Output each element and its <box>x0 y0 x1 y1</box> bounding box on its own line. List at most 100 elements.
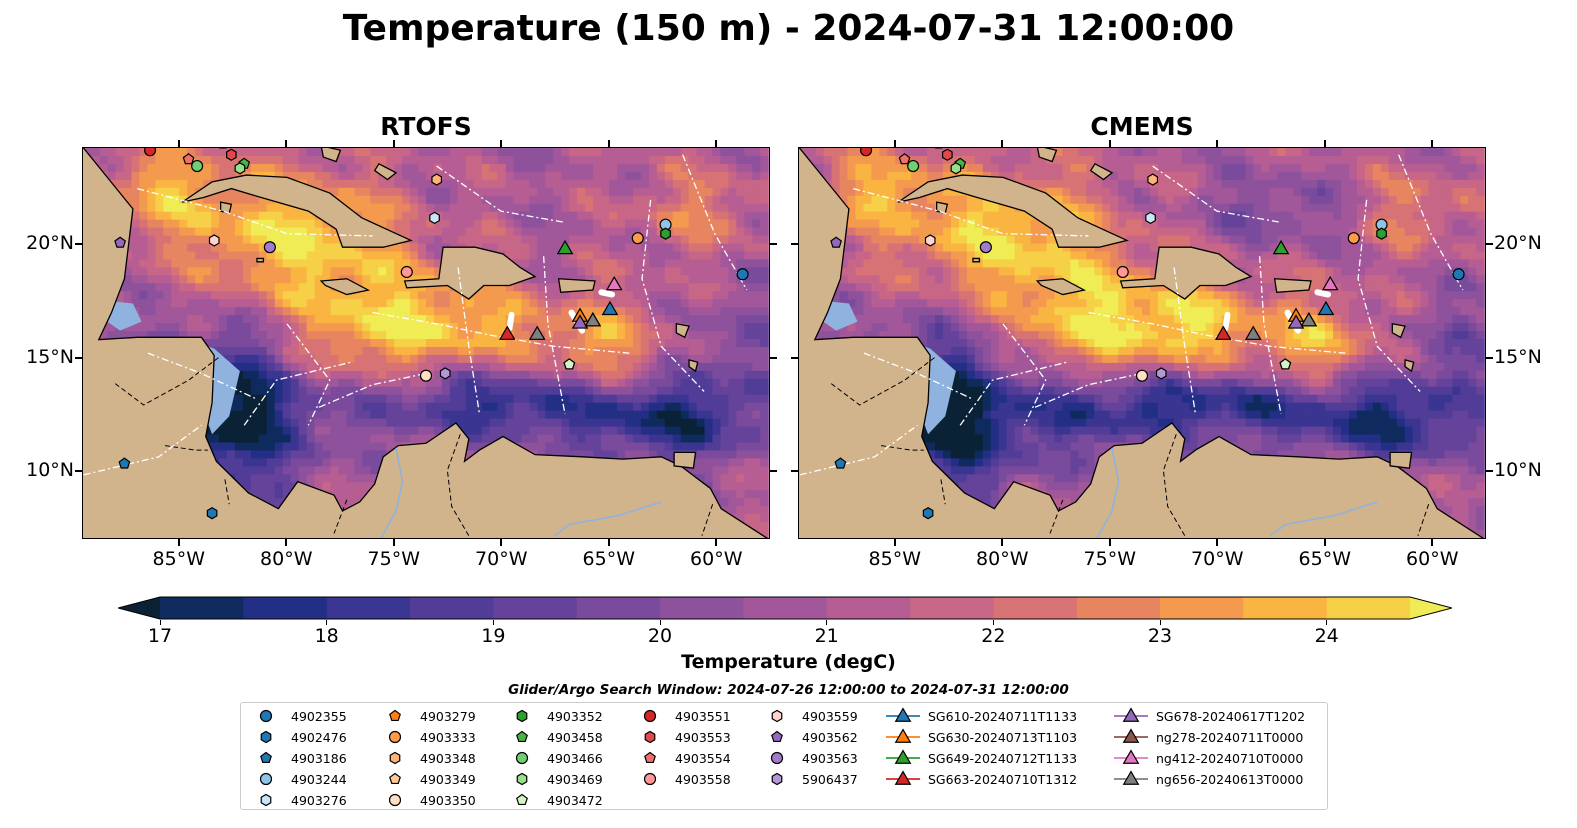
eez-boundary-11 <box>682 154 748 291</box>
legend-marker <box>516 772 528 786</box>
legend-marker <box>770 751 784 765</box>
legend-item: 4903553 <box>631 727 731 747</box>
land-trinidad <box>1389 451 1413 469</box>
eez-boundary-3 <box>457 267 481 415</box>
colorbar-tick-mark <box>1326 620 1328 625</box>
x-tick-mark <box>392 539 395 546</box>
legend-item: 4903350 <box>376 790 476 810</box>
colorbar-bin <box>1326 597 1411 619</box>
legend-item: 4903186 <box>247 748 347 768</box>
marker-4903469 <box>234 162 246 175</box>
map-rtofs[interactable] <box>82 147 770 539</box>
map-cmems[interactable] <box>798 147 1486 539</box>
legend-label: 4903276 <box>291 792 347 808</box>
marker-4902355 <box>1452 268 1465 281</box>
marker-4903562 <box>830 236 843 248</box>
legend-item: ng278-20240711T0000 <box>1112 727 1303 747</box>
legend-marker <box>259 709 273 723</box>
x-tick-label: 85°W <box>152 548 205 570</box>
marker-4903559 <box>208 234 220 247</box>
y-tick-mark <box>75 470 82 473</box>
x-tick-mark <box>500 539 503 546</box>
legend-label: 4903350 <box>420 792 476 808</box>
legend-item: SG678-20240617T1202 <box>1112 706 1305 726</box>
legend-label: 4903558 <box>675 771 731 787</box>
land-bahamas-2 <box>373 162 398 181</box>
x-tick-mark-top <box>500 140 503 147</box>
marker-SG663-20240710T1312 <box>498 325 516 340</box>
legend-item: 4903333 <box>376 727 476 747</box>
land-martinique <box>688 359 699 373</box>
x-tick-mark <box>1216 539 1219 546</box>
y-tick-label-left: 15°N <box>26 345 74 368</box>
x-tick-mark-top <box>607 140 610 147</box>
colorbar-bin <box>160 597 244 619</box>
legend-triangle-icon <box>894 728 912 743</box>
legend-hexagon-icon <box>644 730 656 744</box>
colorbar-tick-mark <box>159 620 161 625</box>
legend-marker <box>886 707 920 722</box>
border-2 <box>224 479 230 505</box>
border-3 <box>1049 499 1064 534</box>
y-tick-mark <box>791 470 798 473</box>
marker-ng656-20240613T0000 <box>528 325 546 340</box>
colorbar <box>116 596 1454 620</box>
x-tick-mark <box>893 539 896 546</box>
shelf-water-0 <box>906 339 956 435</box>
legend-item: 4903276 <box>247 790 347 810</box>
colorbar-tick-mark <box>326 620 328 625</box>
legend-item: 4902476 <box>247 727 347 747</box>
marker-4903276 <box>1145 211 1156 225</box>
marker-4903563 <box>979 241 992 254</box>
x-tick-label: 60°W <box>690 548 743 570</box>
legend-circle-icon <box>770 751 784 765</box>
land-central-america <box>799 148 1484 538</box>
legend-marker <box>886 770 920 785</box>
x-tick-label: 80°W <box>976 548 1029 570</box>
legend-circle-icon <box>643 709 657 723</box>
map-canvas <box>83 148 769 538</box>
marker-4903553 <box>226 148 237 161</box>
legend-pentagon-icon <box>260 751 272 764</box>
legend-item: 4903244 <box>247 769 347 789</box>
marker-4903348 <box>431 173 443 186</box>
land-cayman <box>972 257 981 263</box>
marker-ng656-20240613T0000 <box>584 311 602 327</box>
legend-label: SG610-20240711T1133 <box>928 708 1078 724</box>
legend-item: 4903466 <box>503 748 603 768</box>
legend-label: 4902476 <box>291 729 347 745</box>
y-tick-label-right: 20°N <box>1494 232 1542 255</box>
colorbar-tick-label: 17 <box>147 625 173 647</box>
legend-item: 4903458 <box>503 727 603 747</box>
legend-item: ng656-20240613T0000 <box>1112 769 1303 789</box>
colorbar-label: Temperature (degC) <box>681 651 896 673</box>
border-1 <box>164 445 208 451</box>
eez-boundary-2 <box>286 323 331 426</box>
y-tick-label-left: 20°N <box>26 232 74 255</box>
eez-boundary-5 <box>1357 199 1421 392</box>
legend-marker <box>516 730 528 743</box>
y-tick-label-right: 10°N <box>1494 459 1542 482</box>
eez-boundary-8 <box>799 424 918 476</box>
y-tick-mark-right <box>770 243 777 246</box>
legend-triangle-icon <box>1122 728 1140 743</box>
legend-triangle-icon <box>1122 749 1140 764</box>
marker-4903469 <box>950 162 962 175</box>
river-orinoco <box>1269 501 1378 537</box>
land-guadeloupe <box>1391 323 1406 339</box>
legend-item: 4903472 <box>503 790 603 810</box>
border-4 <box>446 434 470 536</box>
marker-4903472 <box>563 358 576 370</box>
marker-5906437 <box>439 367 451 380</box>
x-tick-mark-top <box>1108 140 1111 147</box>
marker-ng412-20240710T0000 <box>605 275 623 291</box>
legend-label: 4903352 <box>547 708 603 724</box>
legend-marker <box>771 709 783 723</box>
x-tick-mark <box>177 539 180 546</box>
legend-item: 4903352 <box>503 706 603 726</box>
colorbar-bin <box>743 597 828 619</box>
marker-4903333 <box>631 232 644 245</box>
eez-boundary-10 <box>318 372 427 408</box>
legend-marker <box>388 730 402 744</box>
colorbar-bin <box>1076 597 1161 619</box>
